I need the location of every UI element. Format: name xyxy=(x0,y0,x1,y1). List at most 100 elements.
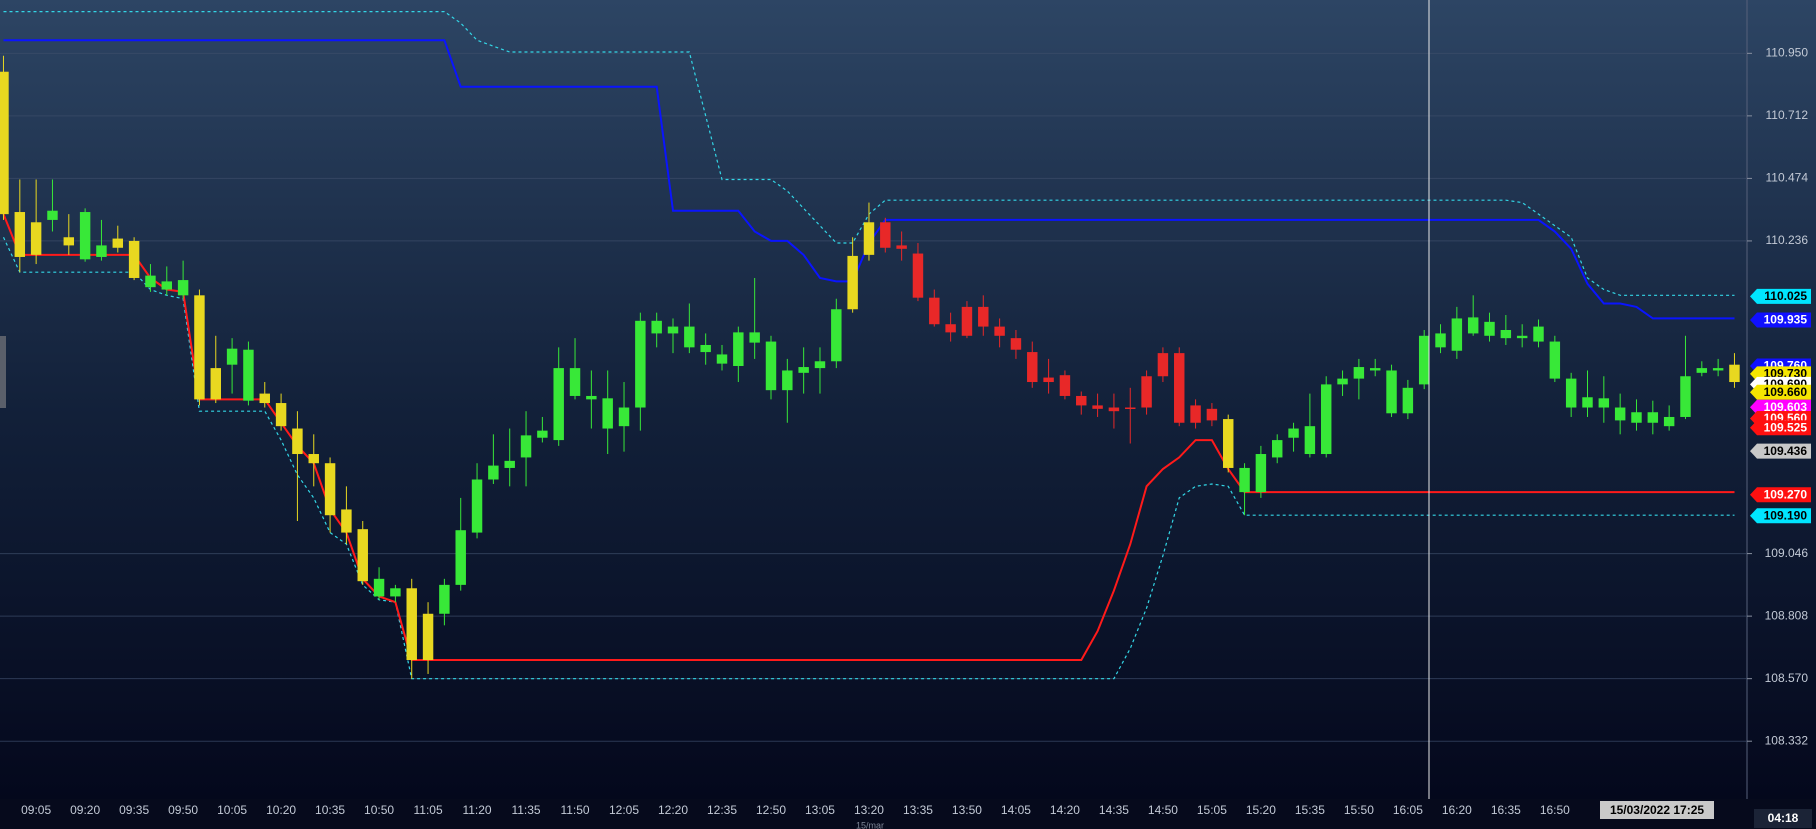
candle-body xyxy=(1157,353,1169,377)
x-tick-label: 15:35 xyxy=(1295,803,1325,817)
candle-body xyxy=(1320,384,1332,455)
side-handle[interactable] xyxy=(0,336,6,408)
candle-body xyxy=(177,280,189,296)
candle-body xyxy=(1353,367,1365,379)
price-badge xyxy=(1750,508,1811,524)
candle-body xyxy=(667,326,679,334)
candle-body xyxy=(1386,370,1397,414)
candle-body xyxy=(635,320,646,408)
x-tick-label: 09:35 xyxy=(119,803,149,817)
price-badge xyxy=(1750,288,1811,304)
candle-body xyxy=(798,367,809,373)
price-badge-label: 109.935 xyxy=(1764,313,1808,327)
x-tick-label: 16:05 xyxy=(1393,803,1423,817)
candle-body xyxy=(602,398,613,429)
candle-body xyxy=(1680,376,1691,417)
x-tick-label: 16:35 xyxy=(1491,803,1521,817)
cursor-time-box xyxy=(1600,801,1714,819)
candle-body xyxy=(1484,321,1495,336)
candle-body xyxy=(733,332,744,367)
candle-body xyxy=(814,361,826,369)
candle-body xyxy=(1631,412,1642,423)
candle-body xyxy=(1663,416,1675,427)
x-tick-label: 14:05 xyxy=(1001,803,1031,817)
price-badge xyxy=(1750,399,1811,415)
candle-body xyxy=(716,354,728,364)
price-badge xyxy=(1750,443,1811,459)
indicator-line xyxy=(2,237,1735,680)
x-tick-label: 15:05 xyxy=(1197,803,1227,817)
price-badge xyxy=(1750,487,1811,503)
candle-body xyxy=(1582,397,1593,408)
price-badges: 110.025109.935109.760109.730109.690109.6… xyxy=(1750,288,1811,524)
candle-body xyxy=(1271,440,1283,458)
candles xyxy=(0,55,1740,679)
candle-body xyxy=(504,460,515,468)
x-tick-label: 09:05 xyxy=(21,803,51,817)
x-tick-label: 12:50 xyxy=(756,803,786,817)
candle-body xyxy=(945,324,956,333)
candle-body xyxy=(47,210,58,220)
candle-body xyxy=(1304,426,1316,455)
candle-body xyxy=(1125,407,1136,410)
candle-body xyxy=(1435,333,1446,348)
x-tick-label: 11:50 xyxy=(560,803,589,817)
candle-body xyxy=(455,530,466,585)
x-tick-label: 12:20 xyxy=(658,803,688,817)
candle-body xyxy=(145,275,156,288)
candle-body xyxy=(275,403,287,427)
candle-body xyxy=(439,584,450,614)
candle-body xyxy=(929,297,940,325)
candle-body xyxy=(896,245,907,249)
candle-body xyxy=(488,465,499,480)
candle-body xyxy=(1076,395,1087,406)
candle-body xyxy=(259,393,270,404)
x-tick-label: 10:05 xyxy=(217,803,247,817)
price-badge-label: 109.190 xyxy=(1764,508,1808,522)
candle-body xyxy=(1190,405,1201,423)
candle-body xyxy=(831,309,842,362)
candle-body xyxy=(1337,378,1348,385)
candle-body xyxy=(1255,454,1267,493)
candle-body xyxy=(537,430,548,438)
candle-body xyxy=(961,306,973,336)
y-tick-label: 110.474 xyxy=(1766,171,1809,185)
x-tick-label: 14:50 xyxy=(1148,803,1178,817)
y-tick-label: 108.332 xyxy=(1765,733,1809,747)
candle-body xyxy=(1647,412,1659,423)
cursor-time-label: 15/03/2022 17:25 xyxy=(1610,803,1704,817)
candle-body xyxy=(1059,375,1071,396)
y-tick-label: 110.712 xyxy=(1766,108,1809,122)
candle-body xyxy=(994,326,1005,336)
x-tick-label: 13:20 xyxy=(854,803,884,817)
candle-body xyxy=(406,588,417,661)
x-tick-label: 16:20 xyxy=(1442,803,1472,817)
time-axis-panel xyxy=(0,799,1816,829)
candle-body xyxy=(1729,364,1740,383)
x-tick-label: 12:05 xyxy=(609,803,639,817)
candle-body xyxy=(520,435,532,458)
candle-body xyxy=(569,368,581,396)
candle-body xyxy=(749,332,760,343)
candle-body xyxy=(618,407,630,427)
x-tick-label: 14:20 xyxy=(1050,803,1080,817)
x-tick-label: 10:50 xyxy=(364,803,394,817)
candle-body xyxy=(1516,335,1528,339)
candle-body xyxy=(1565,378,1577,408)
candle-body xyxy=(128,240,140,278)
candle-body xyxy=(1027,352,1038,383)
candle-body xyxy=(1614,407,1626,421)
price-badge-label: 109.660 xyxy=(1764,385,1808,399)
x-tick-label: 10:20 xyxy=(266,803,296,817)
price-badge xyxy=(1750,384,1811,400)
x-tick-label: 12:35 xyxy=(707,803,737,817)
axis: 110.950 110.712 110.474 110.236 109.046 108.8… xyxy=(21,46,1808,818)
price-badge xyxy=(1750,420,1811,436)
x-tick-label: 15:20 xyxy=(1246,803,1276,817)
candle-body xyxy=(700,344,711,353)
candle-body xyxy=(1174,353,1185,423)
candle-body xyxy=(292,428,303,455)
x-tick-label: 16:50 xyxy=(1540,803,1570,817)
candle-body xyxy=(863,222,875,255)
candle-body xyxy=(1010,338,1022,350)
